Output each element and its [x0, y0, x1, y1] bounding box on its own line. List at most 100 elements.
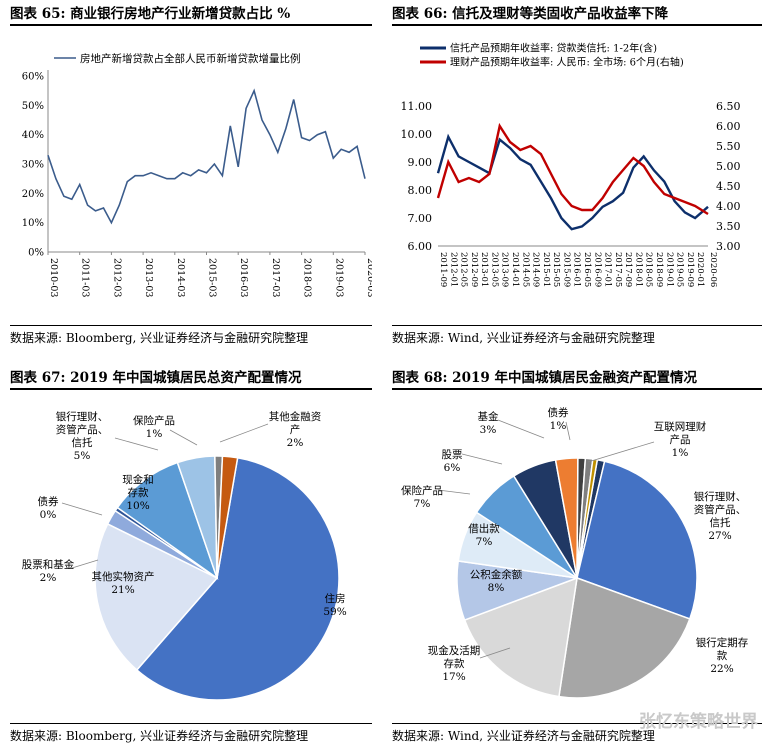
y-left-tick-label: 8.00 — [408, 184, 433, 197]
y-left-tick-label: 9.00 — [408, 156, 433, 169]
slice-label: 1% — [672, 447, 689, 459]
x-tick-label: 2013-09 — [500, 252, 510, 287]
leader-line — [565, 421, 571, 441]
x-tick-label: 2013-01 — [479, 252, 489, 287]
slice-label: 2% — [40, 572, 57, 584]
x-tick-label: 2013-03 — [143, 258, 154, 297]
slice-label: 资管产品、 — [694, 503, 747, 516]
pie-slice — [135, 456, 340, 701]
y-left-tick-label: 7.00 — [408, 212, 433, 225]
slice-label: 8% — [488, 582, 505, 594]
x-tick-label: 2015-01 — [541, 252, 551, 287]
slice-label: 其他金融资 — [269, 410, 322, 423]
x-tick-label: 2015-03 — [207, 258, 218, 297]
pie-slice — [116, 461, 219, 580]
slice-label: 存款 — [128, 486, 149, 499]
slice-label: 信托 — [710, 516, 731, 529]
chart-title: 图表 66: 信托及理财等类固收产品收益率下降 — [392, 2, 762, 26]
panel-chart-67: 图表 67: 2019 年中国城镇居民总资产配置情况 住房 59% 其他实物资产 21… — [10, 366, 372, 746]
x-tick-label: 2016-01 — [572, 252, 582, 287]
slice-label: 22% — [710, 663, 733, 675]
slice-label: 1% — [146, 428, 163, 440]
x-tick-label: 2012-09 — [469, 252, 479, 287]
y-right-tick-label: 5.00 — [716, 160, 741, 173]
x-tick-label: 2017-01 — [603, 252, 613, 287]
leader-line — [61, 502, 103, 516]
x-tick-label: 2015-09 — [561, 252, 571, 287]
x-tick-label: 2019-03 — [333, 258, 344, 297]
leader-line — [479, 647, 511, 659]
slice-label: 信托 — [72, 436, 93, 449]
x-tick-label: 2016-05 — [582, 252, 592, 287]
slice-label: 债券 — [548, 406, 569, 419]
slice-label: 现金和 — [122, 473, 154, 486]
x-tick-label: 2016-09 — [592, 252, 602, 287]
slice-label: 产品 — [670, 433, 691, 446]
slice-label: 借出款 — [468, 522, 500, 535]
panel-chart-68: 图表 68: 2019 年中国城镇居民金融资产配置情况 互联网理财 产品 1% 银行理… — [392, 366, 762, 746]
slice-label: 银行定期存 — [696, 636, 749, 649]
series-line — [436, 133, 709, 231]
slice-label: 住房 — [325, 592, 346, 605]
x-tick-label: 2012-01 — [448, 252, 458, 287]
slice-label: 5% — [74, 450, 91, 462]
line-chart-real-estate-loans: 0% 10% 20% 30% 40% 50% 60% 2010-03 2011-03 2012-0… — [22, 52, 372, 297]
chart-title: 图表 67: 2019 年中国城镇居民总资产配置情况 — [10, 366, 372, 390]
y-right-tick-label: 4.50 — [716, 180, 741, 193]
panel-chart-65: 图表 65: 商业银行房地产行业新增贷款占比 % 0% 10% 20% 30% 40% 5… — [10, 2, 372, 348]
slice-label: 资管产品、 — [56, 423, 109, 436]
x-tick-label: 2014-01 — [510, 252, 520, 287]
chart-title: 图表 68: 2019 年中国城镇居民金融资产配置情况 — [392, 366, 762, 390]
slice-label: 保险产品 — [133, 414, 175, 427]
slice-label: 股票 — [442, 449, 463, 461]
series-line — [436, 122, 709, 216]
slice-label: 2% — [287, 437, 304, 449]
slice-label: 存款 — [444, 657, 465, 670]
pie-slice — [463, 576, 578, 698]
x-tick-label: 2018-01 — [633, 252, 643, 287]
x-tick-label: 2011-03 — [80, 258, 91, 297]
panel-chart-66: 图表 66: 信托及理财等类固收产品收益率下降 6.00 7.00 8.00 9.00… — [392, 2, 762, 348]
y-left-tick-label: 10.00 — [401, 128, 433, 141]
y-right-tick-label: 6.00 — [716, 120, 741, 133]
data-source: 数据来源: Bloomberg, 兴业证券经济与金融研究院整理 — [10, 325, 372, 346]
leader-line — [497, 419, 545, 439]
leader-line — [169, 429, 198, 446]
x-tick-label: 2019-01 — [664, 252, 674, 287]
y-right-tick-label: 3.50 — [716, 220, 741, 233]
pie-slice — [94, 522, 219, 672]
slice-label: 银行理财、 — [56, 410, 109, 423]
leader-line — [587, 441, 655, 463]
y-tick-label: 60% — [22, 72, 44, 83]
y-right-tick-label: 3.00 — [716, 240, 741, 253]
leader-line — [437, 489, 471, 495]
x-tick-label: 2017-03 — [270, 258, 281, 297]
slice-label: 基金 — [478, 410, 499, 423]
data-source: 数据来源: Wind, 兴业证券经济与金融研究院整理 — [392, 325, 762, 346]
y-left-tick-label: 11.00 — [401, 100, 433, 113]
slice-label: 6% — [444, 462, 461, 474]
y-tick-label: 10% — [22, 218, 44, 229]
slice-label: 10% — [126, 500, 149, 512]
pie-chart-financial-assets: 互联网理财产品1%银行理财、资管产品、信托27%银行定期存款22%现金及活期存款… — [401, 406, 749, 699]
pie-slice — [576, 460, 698, 620]
series-line — [47, 88, 366, 225]
slice-label: 27% — [708, 530, 731, 542]
slice-label: 债券 — [38, 495, 59, 508]
pie-slice — [558, 576, 691, 699]
legend-label: 理财产品预期年收益率: 人民币: 全市场: 6个月(右轴) — [450, 56, 684, 69]
slice-label: 现金及活期 — [428, 644, 481, 657]
slice-label: 7% — [414, 498, 431, 510]
x-tick-label: 2014-09 — [531, 252, 541, 287]
legend-label: 信托产品预期年收益率: 贷款类信托: 1-2年(含) — [450, 42, 657, 55]
watermark: 张忆东策略世界 — [639, 712, 758, 732]
x-tick-label: 2013-05 — [489, 252, 499, 287]
pie-slice — [576, 458, 599, 579]
x-tick-label: 2014-03 — [175, 258, 186, 297]
slice-label: 59% — [323, 606, 346, 618]
x-tick-label: 2019-05 — [675, 252, 685, 287]
slice-label: 股票和基金 — [22, 558, 75, 571]
slice-label: 21% — [111, 584, 134, 596]
x-tick-label: 2019-09 — [685, 252, 695, 287]
data-source: 数据来源: Wind, 兴业证券经济与金融研究院整理 — [392, 723, 762, 744]
